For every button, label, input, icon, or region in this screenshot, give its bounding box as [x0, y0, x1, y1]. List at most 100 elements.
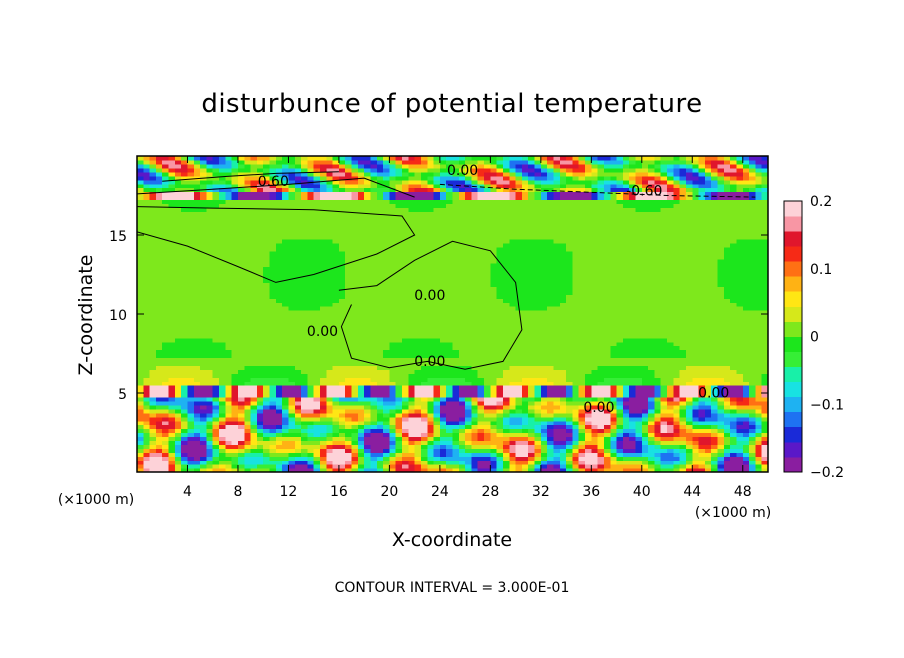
- heatmap-cell: [452, 227, 460, 232]
- heatmap-cell: [231, 278, 239, 283]
- heatmap-cell: [206, 159, 214, 165]
- heatmap-cell: [332, 203, 340, 208]
- heatmap-cell: [427, 159, 435, 165]
- heatmap-cell: [250, 377, 258, 382]
- heatmap-cell: [364, 183, 372, 189]
- heatmap-cell: [395, 163, 403, 169]
- heatmap-cell: [389, 195, 397, 201]
- heatmap-cell: [433, 302, 441, 307]
- heatmap-cell: [143, 353, 151, 359]
- heatmap-cell: [427, 452, 435, 457]
- heatmap-cell: [168, 412, 176, 418]
- heatmap-cell: [502, 246, 510, 252]
- heatmap-cell: [168, 159, 176, 165]
- heatmap-cell: [237, 404, 245, 410]
- heatmap-cell: [414, 389, 422, 394]
- heatmap-cell: [275, 460, 283, 465]
- heatmap-cell: [515, 254, 523, 260]
- heatmap-cell: [326, 416, 334, 422]
- heatmap-cell: [420, 329, 428, 335]
- heatmap-cell: [452, 231, 460, 236]
- heatmap-cell: [465, 235, 473, 240]
- heatmap-cell: [465, 361, 473, 366]
- heatmap-cell: [439, 191, 447, 197]
- heatmap-cell: [484, 187, 491, 193]
- heatmap-cell: [521, 246, 529, 252]
- heatmap-cell: [402, 341, 409, 347]
- heatmap-cell: [427, 400, 435, 406]
- heatmap-cell: [282, 195, 290, 201]
- heatmap-cell: [521, 317, 529, 323]
- heatmap-cell: [471, 428, 479, 434]
- heatmap-cell: [376, 199, 384, 204]
- heatmap-cell: [439, 420, 447, 426]
- heatmap-cell: [427, 258, 435, 264]
- heatmap-cell: [509, 258, 517, 264]
- heatmap-cell: [402, 179, 409, 185]
- heatmap-cell: [174, 396, 182, 402]
- heatmap-cell: [256, 298, 264, 303]
- heatmap-cell: [301, 262, 308, 268]
- heatmap-cell: [168, 408, 176, 414]
- heatmap-cell: [149, 440, 157, 445]
- heatmap-cell: [288, 428, 296, 434]
- heatmap-cell: [490, 179, 498, 185]
- heatmap-cell: [370, 266, 378, 272]
- heatmap-cell: [496, 361, 504, 366]
- heatmap-cell: [471, 171, 479, 177]
- heatmap-cell: [427, 274, 435, 280]
- heatmap-cell: [319, 361, 327, 366]
- heatmap-cell: [206, 282, 214, 287]
- heatmap-cell: [244, 290, 252, 295]
- heatmap-cell: [458, 183, 466, 189]
- heatmap-cell: [193, 404, 201, 410]
- heatmap-cell: [149, 404, 157, 410]
- heatmap-cell: [256, 361, 264, 366]
- heatmap-cell: [439, 456, 447, 461]
- heatmap-cell: [149, 310, 157, 315]
- heatmap-cell: [496, 416, 504, 422]
- heatmap-cell: [301, 203, 308, 208]
- heatmap-cell: [263, 175, 271, 181]
- heatmap-cell: [282, 448, 290, 453]
- heatmap-cell: [408, 282, 416, 287]
- heatmap-cell: [143, 329, 151, 335]
- heatmap-cell: [383, 400, 390, 406]
- heatmap-cell: [237, 369, 245, 374]
- heatmap-cell: [490, 171, 498, 177]
- heatmap-cell: [174, 444, 182, 449]
- heatmap-cell: [212, 258, 220, 264]
- heatmap-cell: [250, 310, 258, 315]
- heatmap-cell: [458, 242, 466, 248]
- heatmap-cell: [212, 448, 220, 453]
- heatmap-cell: [521, 286, 529, 291]
- heatmap-cell: [458, 373, 466, 378]
- heatmap-cell: [187, 254, 195, 260]
- heatmap-cell: [231, 345, 239, 351]
- heatmap-cell: [351, 436, 359, 441]
- heatmap-cell: [187, 290, 195, 295]
- heatmap-cell: [155, 302, 163, 307]
- heatmap-cell: [319, 306, 327, 311]
- heatmap-cell: [420, 468, 428, 472]
- heatmap-cell: [496, 191, 504, 197]
- heatmap-cell: [206, 341, 214, 347]
- heatmap-cell: [143, 302, 151, 307]
- heatmap-cell: [364, 460, 372, 465]
- heatmap-cell: [313, 365, 321, 370]
- heatmap-cell: [155, 171, 163, 177]
- heatmap-cell: [458, 215, 466, 220]
- heatmap-cell: [420, 211, 428, 216]
- heatmap-cell: [225, 254, 233, 260]
- heatmap-cell: [307, 400, 315, 406]
- heatmap-cell: [237, 278, 245, 283]
- heatmap-cell: [446, 211, 454, 216]
- heatmap-cell: [515, 227, 523, 232]
- heatmap-cell: [313, 250, 321, 256]
- heatmap-cell: [155, 211, 163, 216]
- heatmap-cell: [452, 159, 460, 165]
- heatmap-cell: [395, 373, 403, 378]
- heatmap-cell: [301, 219, 308, 224]
- heatmap-cell: [174, 412, 182, 418]
- heatmap-cell: [206, 448, 214, 453]
